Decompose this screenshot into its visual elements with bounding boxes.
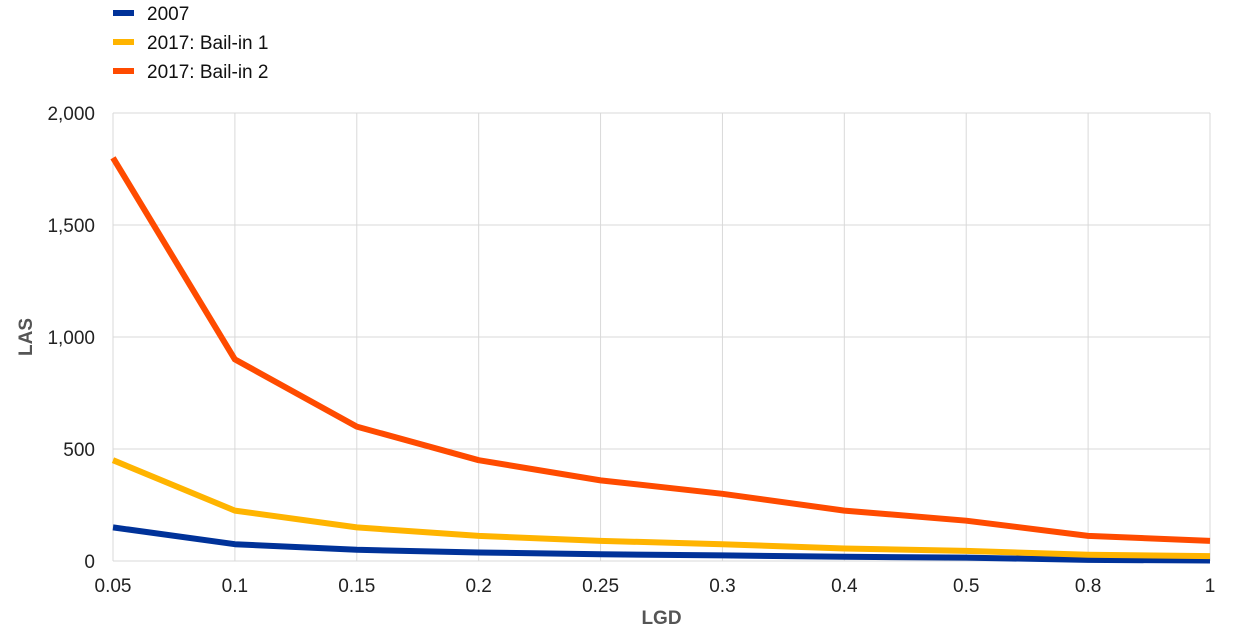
legend-item-2017-bail-in-1: 2017: Bail-in 1 bbox=[113, 33, 268, 54]
series-line-2017-bail-in-2 bbox=[110, 156, 1211, 544]
legend-label: 2017: Bail-in 2 bbox=[147, 62, 268, 83]
y-tick-label: 0 bbox=[84, 552, 95, 573]
y-tick-label: 1,000 bbox=[47, 328, 95, 349]
series-line-2007 bbox=[112, 524, 1211, 564]
x-axis-ticks: 0.05 0.1 0.15 0.2 0.25 0.3 0.4 0.5 0.8 1 bbox=[95, 576, 1216, 597]
legend-item-2007: 2007 bbox=[113, 4, 189, 25]
legend-label: 2007 bbox=[147, 4, 189, 25]
x-tick-label: 0.1 bbox=[222, 576, 248, 597]
series-line-2017-bail-in-1 bbox=[111, 457, 1211, 560]
x-tick-label: 0.15 bbox=[338, 576, 375, 597]
x-tick-label: 0.2 bbox=[465, 576, 491, 597]
x-axis-label: LGD bbox=[641, 608, 681, 629]
legend-label: 2017: Bail-in 1 bbox=[147, 33, 268, 54]
y-axis-label: LAS bbox=[16, 318, 37, 356]
x-tick-label: 0.05 bbox=[95, 576, 132, 597]
x-tick-label: 0.3 bbox=[709, 576, 735, 597]
x-tick-label: 0.8 bbox=[1075, 576, 1101, 597]
y-axis-ticks: 0 500 1,000 1,500 2,000 bbox=[47, 104, 95, 573]
x-tick-label: 1 bbox=[1205, 576, 1216, 597]
y-tick-label: 500 bbox=[63, 440, 95, 461]
series-lines bbox=[110, 156, 1211, 564]
legend-item-2017-bail-in-2: 2017: Bail-in 2 bbox=[113, 62, 268, 83]
legend: 2007 2017: Bail-in 1 2017: Bail-in 2 bbox=[113, 4, 268, 83]
x-tick-label: 0.4 bbox=[831, 576, 858, 597]
gridlines bbox=[112, 112, 1211, 562]
y-tick-label: 2,000 bbox=[47, 104, 95, 125]
x-tick-label: 0.25 bbox=[582, 576, 619, 597]
y-tick-label: 1,500 bbox=[47, 216, 95, 237]
x-tick-label: 0.5 bbox=[953, 576, 979, 597]
